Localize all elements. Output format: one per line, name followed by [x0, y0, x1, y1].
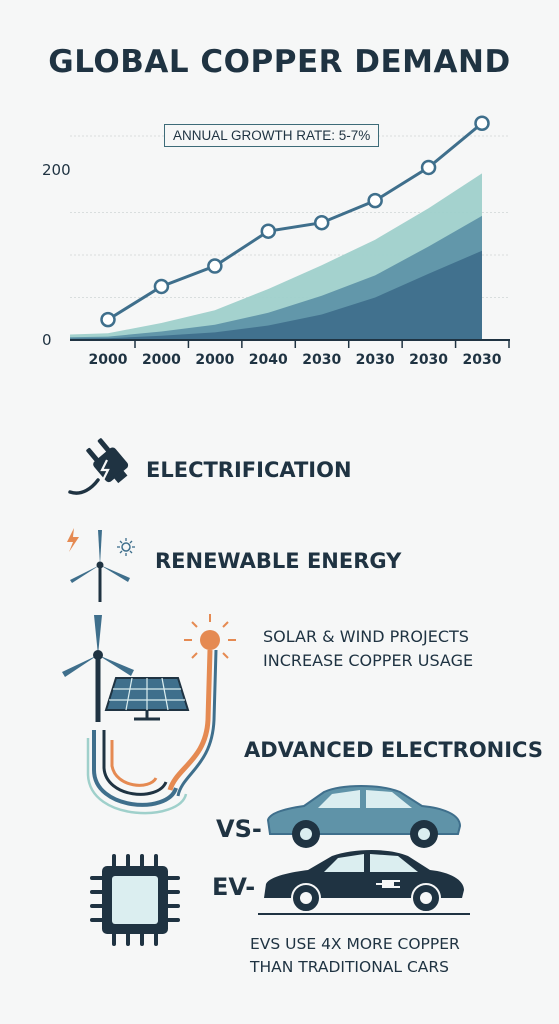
renewable-energy-label: RENEWABLE ENERGY	[155, 549, 402, 573]
x-tick-label: 2030	[409, 352, 448, 368]
x-tick-label: 2030	[302, 352, 341, 368]
copper-demand-chart: 2000 2000 2000 2000 2040 2030 2030 2030 2030	[42, 115, 510, 368]
electrification-label: ELECTRIFICATION	[146, 458, 352, 482]
area-band-3	[70, 250, 482, 340]
solar-wind-line-2: INCREASE COPPER USAGE	[263, 651, 474, 670]
x-tick-label: 2030	[463, 352, 502, 368]
x-tick-label: 2000	[195, 352, 234, 368]
electric-car-icon	[258, 850, 470, 915]
x-tick-label: 2040	[249, 352, 288, 368]
ev-label: EV-	[212, 873, 256, 901]
wind-turbine-icon	[67, 528, 135, 602]
ev-copper-text: EVS USE 4X MORE COPPER THAN TRADITIONAL …	[250, 933, 500, 979]
microchip-icon	[90, 854, 180, 946]
data-point	[100, 311, 116, 328]
data-point	[367, 192, 383, 209]
x-tick-label: 2000	[142, 352, 181, 368]
vs-label: VS-	[216, 815, 262, 843]
page-title: GLOBAL COPPER DEMAND	[48, 44, 511, 80]
data-point	[207, 258, 223, 274]
car-icon	[266, 785, 462, 848]
series-line	[107, 122, 483, 321]
solar-wind-line-1: SOLAR & WIND PROJECTS	[263, 627, 469, 646]
data-point	[153, 278, 170, 295]
ev-copper-line-2: THAN TRADITIONAL CARS	[250, 958, 450, 976]
plug-icon	[68, 438, 129, 495]
x-tick-label: 2030	[356, 352, 395, 368]
ev-copper-line-1: EVS USE 4X MORE COPPER	[250, 935, 460, 953]
y-tick-label: 200	[42, 161, 71, 179]
solar-panel-icon	[62, 614, 236, 815]
data-point	[260, 223, 277, 239]
advanced-electronics-label: ADVANCED ELECTRONICS	[244, 738, 543, 762]
solar-wind-text: SOLAR & WIND PROJECTS INCREASE COPPER US…	[263, 625, 523, 673]
data-point	[313, 214, 330, 231]
y-tick-label: 0	[42, 331, 52, 349]
growth-rate-annotation: ANNUAL GROWTH RATE: 5-7%	[164, 124, 380, 147]
data-point	[420, 159, 437, 176]
data-point	[474, 115, 490, 131]
x-tick-label: 2000	[89, 352, 128, 368]
